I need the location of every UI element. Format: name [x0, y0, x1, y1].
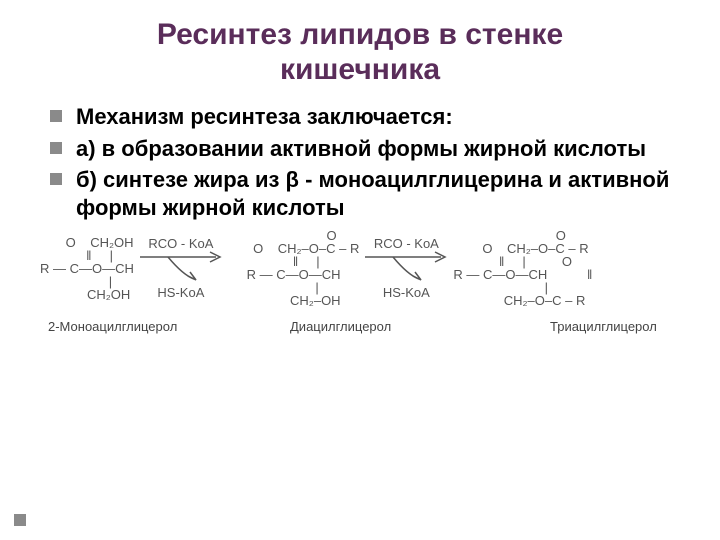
bullet-marker-icon	[50, 110, 62, 122]
arrow-icon	[363, 249, 449, 287]
molecule-3: O O CH₂–O–C – R ‖ | O R — C—O—CH ‖ | CH₂…	[453, 229, 592, 307]
arrow-byproduct: HS-KoA	[157, 285, 204, 300]
bullet-list: Механизм ресинтеза заключается: а) в обр…	[50, 103, 680, 221]
bullet-item: б) синтезе жира из β - моноацилглицерина…	[50, 166, 680, 221]
caption-3: Триацилглицерол	[550, 319, 657, 334]
title-line-1: Ресинтез липидов в стенке	[157, 18, 563, 51]
reaction-row: O CH₂OH ‖ | R — C—O—CH | CH₂OH RCO - KoA	[40, 229, 680, 307]
arrow-icon	[138, 249, 224, 287]
bullet-text: Механизм ресинтеза заключается:	[76, 103, 453, 131]
bullet-text: б) синтезе жира из β - моноацилглицерина…	[76, 166, 680, 221]
bullet-marker-icon	[50, 142, 62, 154]
molecule-1: O CH₂OH ‖ | R — C—O—CH | CH₂OH	[40, 236, 134, 301]
bullet-item: Механизм ресинтеза заключается:	[50, 103, 680, 131]
caption-2: Диацилглицерол	[290, 319, 391, 334]
reaction-arrow-1: RCO - KoA HS-KoA	[138, 236, 224, 300]
molecule-captions: 2-Моноацилглицерол Диацилглицерол Триаци…	[40, 319, 680, 339]
bullet-text: а) в образовании активной формы жирной к…	[76, 135, 646, 163]
slide-title: Ресинтез липидов в стенке кишечника	[40, 18, 680, 87]
bullet-item: а) в образовании активной формы жирной к…	[50, 135, 680, 163]
reaction-arrow-2: RCO - KoA HS-KoA	[363, 236, 449, 300]
arrow-byproduct: HS-KoA	[383, 285, 430, 300]
slide: Ресинтез липидов в стенке кишечника Меха…	[0, 0, 720, 540]
reaction-diagram: O CH₂OH ‖ | R — C—O—CH | CH₂OH RCO - KoA	[40, 229, 680, 339]
caption-1: 2-Моноацилглицерол	[48, 319, 177, 334]
footer-square-icon	[14, 514, 26, 526]
title-line-2: кишечника	[280, 53, 440, 86]
bullet-marker-icon	[50, 173, 62, 185]
molecule-2: O O CH₂–O–C – R ‖ | R — C—O—CH | CH₂–OH	[228, 229, 359, 307]
